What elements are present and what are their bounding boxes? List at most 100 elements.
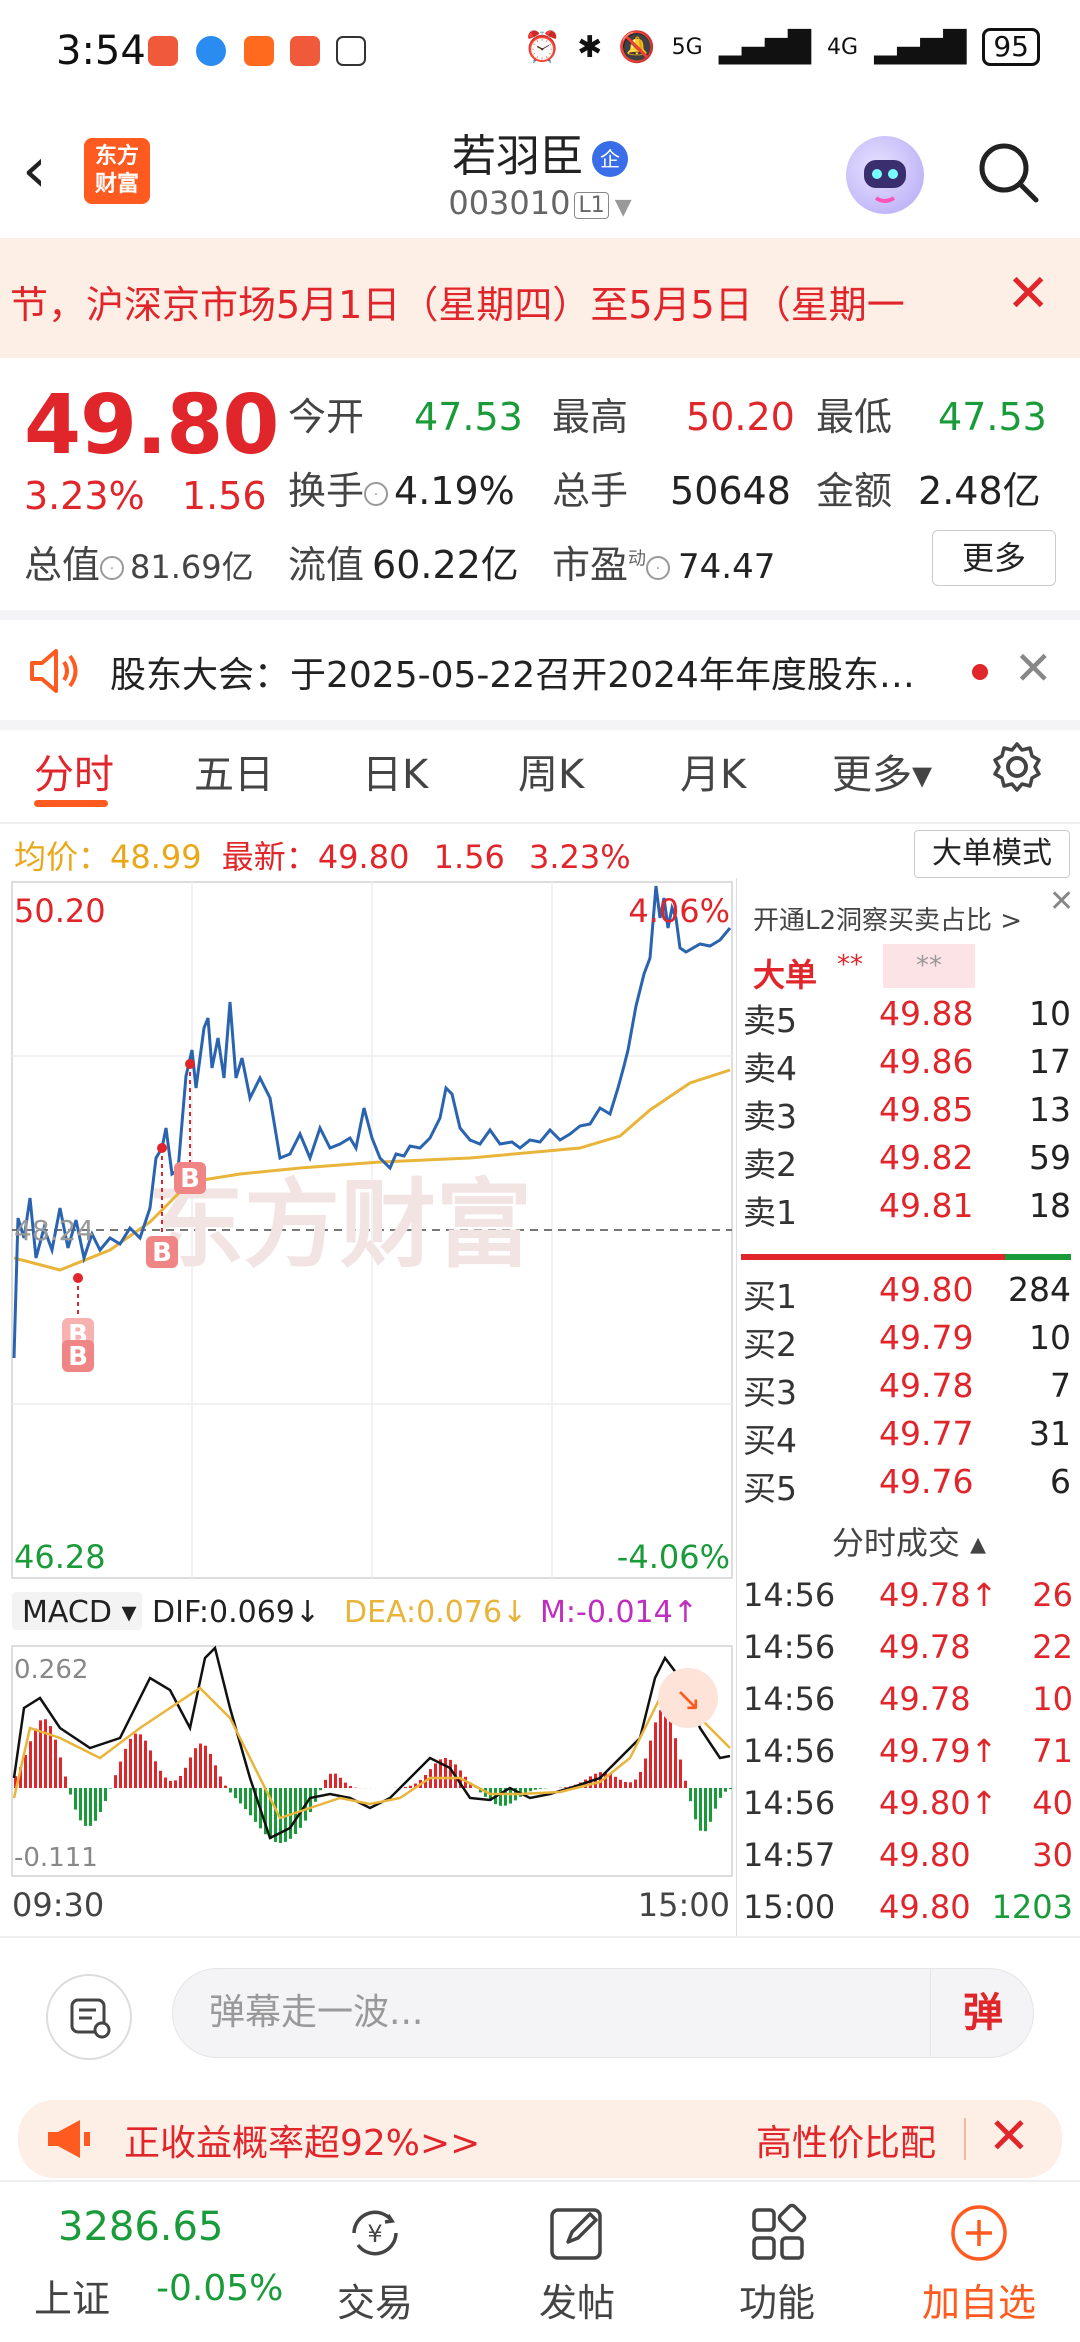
value: 50.20 bbox=[686, 395, 795, 439]
trade-icon: ¥ bbox=[344, 2202, 406, 2264]
high-price: 最高 50.20 bbox=[552, 386, 795, 441]
nav-add-watchlist[interactable]: 加自选 bbox=[914, 2202, 1044, 2327]
big-order-mode-button[interactable]: 大单模式 bbox=[914, 830, 1070, 878]
close-icon[interactable]: ✕ bbox=[1049, 884, 1074, 919]
dea-value: DEA:0.076↓ bbox=[344, 1595, 527, 1630]
macd-bottom-label: -0.111 bbox=[14, 1843, 98, 1873]
signal-icon: ▂▄▆█ bbox=[874, 30, 966, 65]
comment-input[interactable]: 弹幕走一波... bbox=[172, 1968, 1034, 2058]
macd-bar bbox=[64, 1777, 67, 1788]
svg-text:¥: ¥ bbox=[367, 2220, 382, 2248]
index-name[interactable]: 上证 bbox=[34, 2268, 110, 2323]
macd-bar bbox=[339, 1778, 342, 1788]
megaphone-icon bbox=[44, 2118, 94, 2160]
l2-promo-link[interactable]: 开通L2洞察买卖占比 > bbox=[753, 900, 1022, 937]
index-change[interactable]: -0.05% bbox=[156, 2268, 283, 2309]
tab-five-day[interactable]: 五日 bbox=[194, 742, 274, 800]
tick-price: 49.78 bbox=[879, 1680, 971, 1718]
label: 换手 bbox=[288, 469, 364, 513]
level-label: 买2 bbox=[743, 1318, 797, 1366]
label: 最高 bbox=[552, 395, 628, 439]
tick-price: 49.80 bbox=[879, 1836, 971, 1874]
promo-banner[interactable]: 正收益概率超92%>> 高性价比配 ✕ bbox=[18, 2100, 1062, 2178]
macd-bar bbox=[649, 1741, 652, 1788]
index-value[interactable]: 3286.65 bbox=[58, 2204, 223, 2250]
status-indicators: ⏰ ✱ 🔕 5G ▂▄▆█ 4G ▂▄▆█ 95 bbox=[524, 28, 1040, 66]
nav-trade[interactable]: ¥ 交易 bbox=[310, 2202, 440, 2327]
big-order-label: 大单 bbox=[753, 950, 817, 996]
tab-more[interactable]: 更多▾ bbox=[832, 742, 932, 800]
tick-volume: 1203 bbox=[992, 1888, 1073, 1926]
macd-bar bbox=[689, 1788, 692, 1801]
more-button[interactable]: 更多 bbox=[932, 530, 1056, 586]
average-price-bar: 均价：48.99 最新：49.80 1.56 3.23% 大单模式 bbox=[0, 822, 1080, 880]
robot-assistant-icon[interactable] bbox=[846, 136, 924, 214]
notification-app-icon bbox=[148, 36, 178, 66]
signal-5g: 5G bbox=[672, 35, 703, 60]
macd-bar bbox=[614, 1777, 617, 1788]
info-icon[interactable]: · bbox=[364, 482, 388, 506]
macd-bar bbox=[249, 1788, 252, 1815]
intraday-chart[interactable]: 东方财富 B B B B 50.20 4.06% 48.24 46.28 -4.… bbox=[0, 878, 736, 1936]
macd-bar bbox=[539, 1788, 542, 1789]
search-icon[interactable] bbox=[974, 138, 1040, 204]
close-icon[interactable]: ✕ bbox=[988, 2106, 1030, 2166]
tick-price: 49.78 bbox=[879, 1628, 971, 1666]
macd-bar bbox=[164, 1778, 167, 1788]
tab-intraday[interactable]: 分时 bbox=[34, 742, 114, 800]
buy-marker-label: B bbox=[68, 1342, 88, 1372]
time-start-label: 09:30 bbox=[12, 1886, 104, 1924]
announcement-bar[interactable]: 股东大会：于2025-05-22召开2024年年度股东… ✕ bbox=[0, 610, 1080, 730]
message-app-icon bbox=[196, 36, 226, 66]
close-icon[interactable]: ✕ bbox=[1006, 268, 1050, 320]
level-label: 买5 bbox=[743, 1462, 797, 1510]
value: 47.53 bbox=[938, 395, 1047, 439]
tab-daily-k[interactable]: 日K bbox=[362, 742, 428, 800]
macd-bar bbox=[684, 1781, 687, 1788]
buy-marker-label: B bbox=[152, 1238, 172, 1268]
macd-bar bbox=[139, 1734, 142, 1788]
macd-bar bbox=[659, 1710, 662, 1788]
tab-monthly-k[interactable]: 月K bbox=[680, 742, 746, 800]
macd-bar bbox=[234, 1788, 237, 1798]
level-label: 买4 bbox=[743, 1414, 797, 1462]
gear-icon[interactable] bbox=[990, 740, 1044, 794]
comment-list-icon[interactable] bbox=[46, 1974, 132, 2060]
tab-weekly-k[interactable]: 周K bbox=[518, 742, 584, 800]
macd-bar bbox=[209, 1754, 212, 1788]
macd-bar bbox=[79, 1788, 82, 1820]
info-icon[interactable]: · bbox=[100, 556, 124, 580]
announcement-text: 股东大会：于2025-05-22召开2024年年度股东… bbox=[110, 646, 940, 698]
market-notice-banner[interactable]: 节，沪深京市场5月1日（星期四）至5月5日（星期一 ✕ bbox=[0, 238, 1080, 358]
barrage-button[interactable]: 弹 bbox=[930, 1968, 1035, 2058]
macd-bar bbox=[129, 1739, 132, 1788]
chart-tabs: 分时 五日 日K 周K 月K 更多▾ bbox=[0, 720, 1080, 818]
nav-label: 加自选 bbox=[914, 2272, 1044, 2327]
level-label: 买1 bbox=[743, 1270, 797, 1318]
turnover-rate: 换手·4.19% bbox=[288, 460, 515, 515]
level-volume: 13 bbox=[1029, 1090, 1071, 1129]
level-volume: 17 bbox=[1029, 1042, 1071, 1081]
info-icon[interactable]: · bbox=[646, 556, 670, 580]
nav-functions[interactable]: 功能 bbox=[712, 2202, 842, 2327]
order-book-divider bbox=[741, 1254, 1071, 1260]
stock-name-text: 若羽臣 bbox=[452, 131, 584, 182]
ticks-header[interactable]: 分时成交 ▴ bbox=[737, 1518, 1080, 1564]
macd-bar bbox=[499, 1788, 502, 1806]
latest-value: 49.80 bbox=[318, 838, 410, 876]
status-bar: 3:54 ⏰ ✱ 🔕 5G ▂▄▆█ 4G ▂▄▆█ 95 bbox=[0, 0, 1080, 100]
nav-post[interactable]: 发帖 bbox=[512, 2202, 642, 2327]
close-icon[interactable]: ✕ bbox=[1014, 642, 1053, 694]
level-price: 49.77 bbox=[879, 1414, 973, 1453]
